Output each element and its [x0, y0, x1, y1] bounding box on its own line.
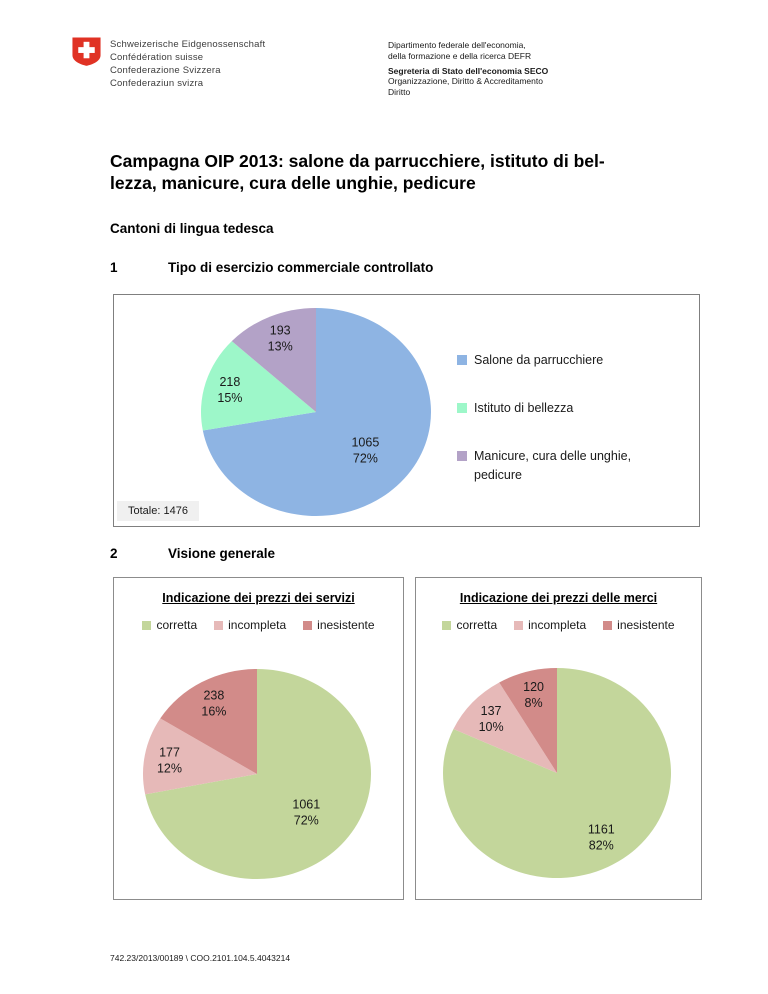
total-badge: Totale: 1476 [117, 501, 199, 521]
legend-swatch-icon [457, 355, 467, 365]
pie-slice-incompleta [143, 718, 257, 795]
legend-label: inesistente [617, 618, 675, 632]
pie-data-label: 1161 82% [588, 823, 615, 853]
page-title-line2: lezza, manicure, cura delle unghie, pedi… [110, 173, 476, 193]
chart-frame-prezzi-servizi: Indicazione dei prezzi dei servizi corre… [113, 577, 404, 900]
pie-slice-corretta [442, 668, 671, 878]
chart-frame-tipo-esercizio: 1065 72% 218 15% 193 13% Salone da parrucchie… [113, 294, 700, 527]
legend-label: Salone da parrucchiere [474, 353, 604, 367]
legend-swatch-icon [303, 621, 313, 630]
pie-chart-prezzi-merci: 1161 82% 137 10% 120 8% [442, 668, 671, 878]
section-heading-2: 2 Visione generale [110, 546, 275, 561]
pie-slice-inesistente [499, 668, 557, 773]
chart-frame-prezzi-merci: Indicazione dei prezzi delle merci corre… [415, 577, 702, 900]
legend-item-corretta: corretta [442, 618, 497, 633]
legend-item-corretta: corretta [142, 618, 197, 633]
legend-label: incompleta [228, 618, 287, 632]
section-heading-1: 1 Tipo di esercizio commerciale controlla… [110, 260, 433, 275]
pie-data-label: 1065 72% [351, 435, 379, 465]
office-name: Segreteria di Stato dell'economia SECO [388, 65, 549, 76]
legend-swatch-icon [442, 621, 452, 630]
legend-label: inesistente [317, 618, 375, 632]
legend-swatch-icon [514, 621, 524, 630]
chart-title: Indicazione dei prezzi dei servizi [162, 591, 355, 605]
pie-slice-istituto-di-bellezza [200, 341, 316, 431]
office-line: Diritto [388, 87, 411, 98]
legend-label: corretta [156, 618, 198, 632]
department-line: della formazione e della ricerca DEFR [388, 50, 532, 61]
wordmark-line: Confédération suisse [110, 52, 204, 63]
legend-label: corretta [456, 618, 498, 632]
page-title: Campagna OIP 2013: salone da parrucchier… [110, 150, 710, 194]
legend-item-incompleta: incompleta [514, 618, 586, 633]
pie-data-label: 137 10% [479, 704, 504, 734]
legend-swatch-icon [214, 621, 224, 630]
section-title: Tipo di esercizio commerciale controllat… [168, 260, 434, 275]
section-number: 2 [110, 546, 118, 561]
department-line: Dipartimento federale dell'economia, [388, 40, 526, 50]
chart-title: Indicazione dei prezzi delle merci [459, 591, 658, 605]
pie-slice-inesistente [160, 669, 257, 774]
pie-slice-incompleta [453, 682, 557, 773]
legend-swatch-icon [142, 621, 152, 630]
chart-legend: Salone da parrucchiere Istituto di bellez… [457, 351, 672, 485]
confederation-wordmark: Schweizerische Eidgenossenschaft Confédé… [110, 38, 265, 90]
department-block: Dipartimento federale dell'economia, del… [388, 40, 548, 98]
legend-item-salone-da-parrucchiere: Salone da parrucchiere [457, 351, 672, 370]
wordmark-line: Confederaziun svizra [110, 78, 204, 89]
pie-data-label: 1061 72% [292, 797, 320, 827]
chart-legend: corretta incompleta inesistente [416, 618, 701, 633]
legend-item-istituto-di-bellezza: Istituto di bellezza [457, 399, 672, 418]
pie-data-label: 120 8% [523, 680, 544, 710]
chart-legend: corretta incompleta inesistente [114, 618, 403, 633]
pie-slice-corretta [145, 669, 372, 879]
section-number: 1 [110, 260, 118, 275]
page-subtitle: Cantoni di lingua tedesca [110, 221, 274, 236]
pie-data-label: 238 16% [201, 688, 226, 718]
pie-data-label: 193 13% [268, 324, 293, 354]
reference-number: 742.23/2013/00189 \ COO.2101.104.5.40432… [110, 953, 291, 963]
legend-item-inesistente: inesistente [303, 618, 375, 633]
legend-label: incompleta [528, 618, 587, 632]
pie-chart-tipo-esercizio: 1065 72% 218 15% 193 13% [200, 308, 431, 516]
wordmark-line: Schweizerische Eidgenossenschaft [110, 39, 266, 50]
pie-chart-prezzi-servizi: 1061 72% 177 12% 238 16% [143, 669, 372, 879]
legend-item-inesistente: inesistente [603, 618, 675, 633]
legend-item-manicure-cura-delle-unghie-pedicure: Manicure, cura delle unghie, pedicure [457, 447, 672, 485]
pie-data-label: 218 15% [217, 375, 242, 405]
section-title: Visione generale [168, 546, 276, 561]
pie-slice-manicure-cura-delle-unghie-pedicure [231, 308, 316, 412]
legend-item-incompleta: incompleta [214, 618, 286, 633]
office-line: Organizzazione, Diritto & Accreditamento [388, 76, 543, 87]
wordmark-line: Confederazione Svizzera [110, 65, 221, 76]
legend-label: Istituto di bellezza [474, 401, 574, 415]
page-title-line1: Campagna OIP 2013: salone da parrucchier… [110, 151, 605, 171]
legend-swatch-icon [457, 403, 467, 413]
legend-swatch-icon [603, 621, 613, 630]
pie-data-label: 177 12% [157, 745, 182, 775]
legend-label: Manicure, cura delle unghie, pedicure [474, 449, 632, 482]
swiss-shield-icon [72, 37, 101, 66]
legend-swatch-icon [457, 451, 467, 461]
pie-slice-salone-da-parrucchiere [202, 308, 431, 516]
